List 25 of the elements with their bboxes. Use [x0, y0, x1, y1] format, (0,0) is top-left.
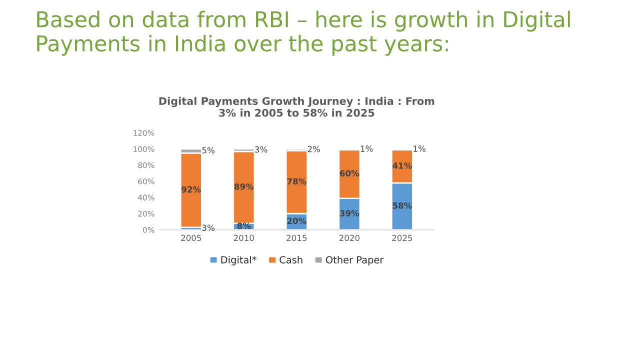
legend-label: Digital*	[221, 256, 256, 266]
data-label: 78%	[287, 178, 306, 185]
x-tick-label: 2015	[286, 234, 307, 242]
data-label: 92%	[182, 186, 201, 193]
data-label: 8%	[237, 222, 251, 229]
data-label: 20%	[287, 218, 306, 224]
chart-title: Based on data from RBI – here is growth in Digital Payments in India over the past years:	[37, 10, 570, 56]
chart-subtitle: Digital Payments Growth Journey : India : From 3% in 2005 to 58% in 2025	[159, 96, 434, 117]
data-label: 2%	[308, 146, 320, 152]
x-tick-label: 2005	[181, 234, 202, 242]
data-label: 1%	[414, 146, 426, 152]
data-label: 41%	[392, 162, 412, 169]
legend-label: Other Paper	[326, 256, 384, 266]
x-tick-label: 2020	[339, 234, 360, 242]
x-tick-label: 2010	[234, 234, 254, 242]
x-tick-label: 2025	[392, 234, 412, 242]
data-label: 1%	[360, 146, 373, 152]
data-label: 60%	[340, 170, 360, 176]
data-label: 58%	[392, 202, 412, 209]
data-label: 3%	[255, 146, 268, 153]
data-label: 3%	[202, 224, 214, 231]
data-label: 39%	[340, 210, 360, 216]
legend-label: Cash	[280, 256, 302, 264]
data-label: 5%	[202, 147, 214, 154]
data-label: 89%	[234, 183, 254, 190]
